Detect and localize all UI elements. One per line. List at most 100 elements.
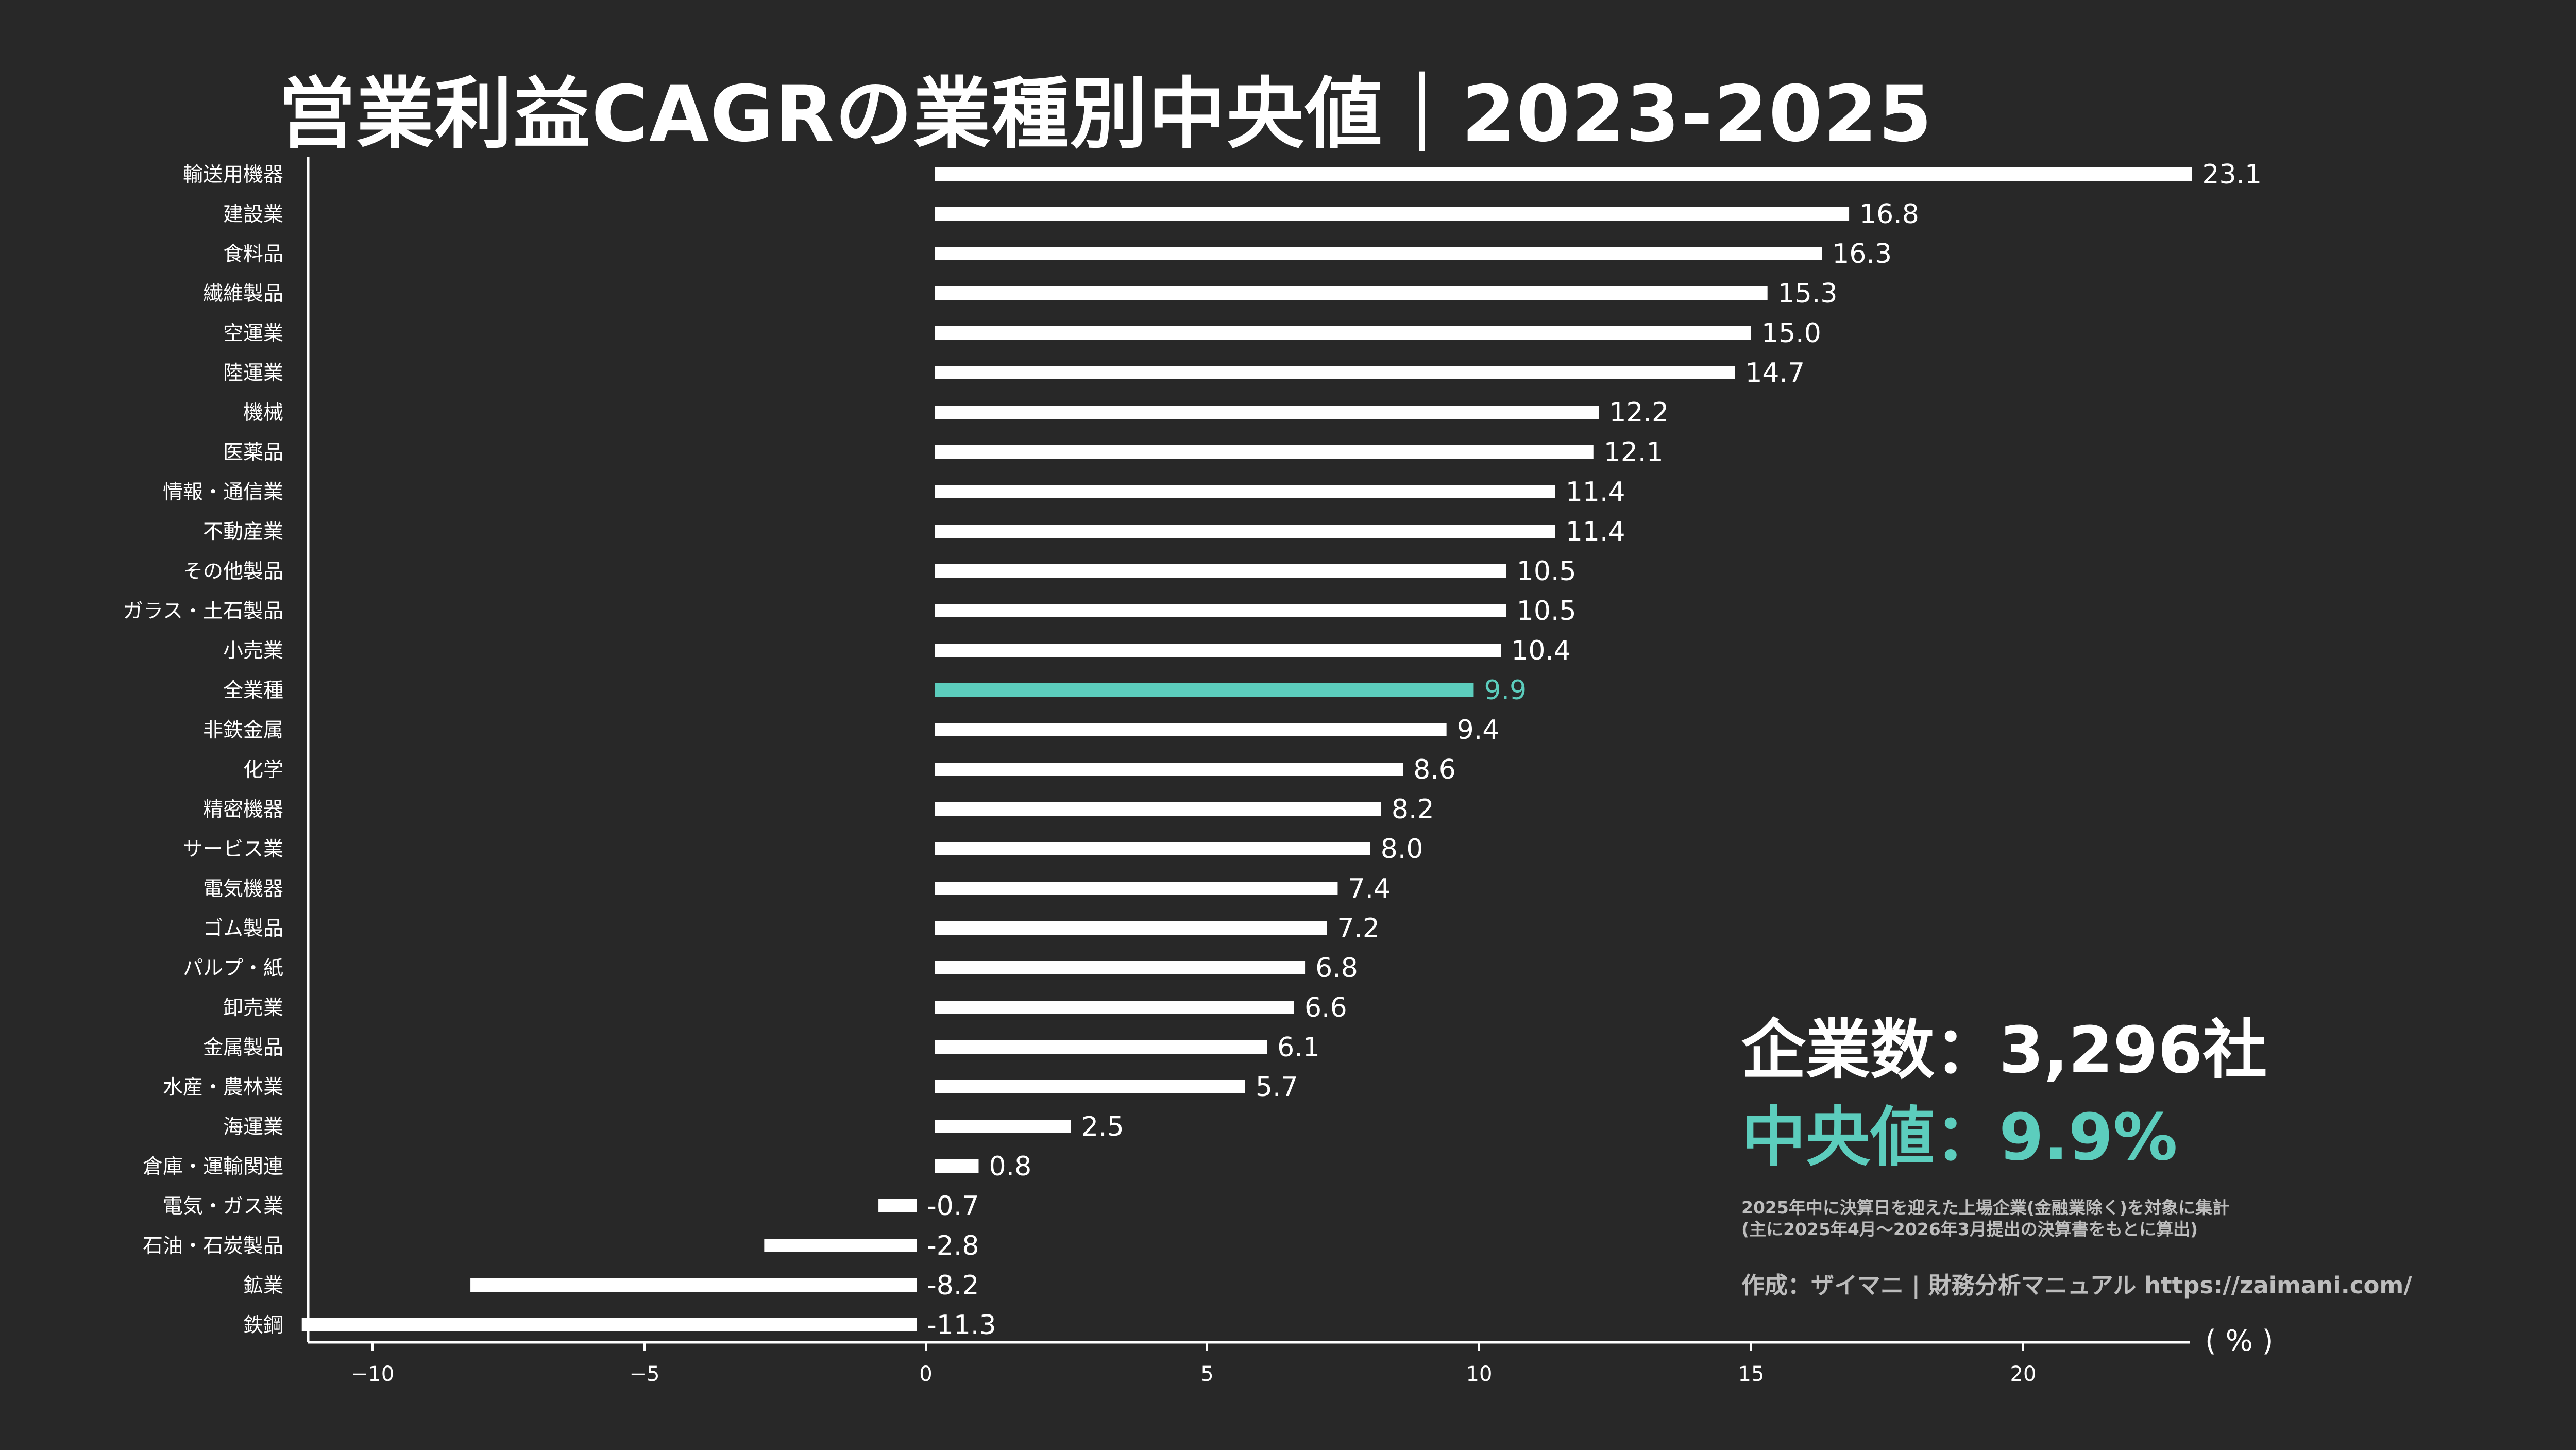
bar-4 <box>935 326 1751 340</box>
bar-20 <box>935 961 1306 974</box>
category-label: ゴム製品 <box>203 917 283 940</box>
bar-8 <box>935 485 1555 498</box>
bar-1 <box>935 207 1850 221</box>
value-label: -11.3 <box>927 1310 996 1341</box>
category-label: その他製品 <box>183 560 283 583</box>
value-label: 6.8 <box>1315 953 1358 984</box>
bar-15 <box>935 763 1403 776</box>
company-count: 企業数：3,296社 <box>1741 1013 2267 1088</box>
value-label: 6.6 <box>1304 992 1347 1023</box>
category-label: 電気機器 <box>203 878 283 901</box>
value-label: 12.2 <box>1609 397 1669 428</box>
value-label: 16.3 <box>1832 239 1892 269</box>
bar-26 <box>878 1199 917 1212</box>
category-label: 陸運業 <box>223 362 283 385</box>
category-label: 石油・石炭製品 <box>143 1235 283 1258</box>
bar-18 <box>935 882 1338 895</box>
category-label: パルプ・紙 <box>183 957 283 980</box>
category-label: 海運業 <box>223 1116 283 1139</box>
value-label: 15.3 <box>1778 278 1838 309</box>
value-label: 11.4 <box>1566 477 1625 508</box>
category-label: 建設業 <box>223 203 283 226</box>
x-tick-label: 20 <box>2010 1362 2037 1386</box>
category-label: サービス業 <box>183 838 283 861</box>
bar-17 <box>935 842 1370 855</box>
value-label: -8.2 <box>927 1270 979 1301</box>
category-label: 食料品 <box>223 243 283 266</box>
x-tick-label: 5 <box>1200 1362 1213 1386</box>
value-label: -2.8 <box>927 1230 979 1261</box>
value-label: 23.1 <box>2202 159 2262 190</box>
value-label: 10.5 <box>1517 556 1577 587</box>
bar-12 <box>935 644 1501 657</box>
value-label: 14.7 <box>1745 358 1805 389</box>
note-line-1: 2025年中に決算日を迎えた上場企業(金融業除く)を対象に集計 <box>1741 1197 2230 1218</box>
category-label: 機械 <box>243 401 283 425</box>
category-label: 化学 <box>243 758 283 782</box>
category-label: 輸送用機器 <box>183 163 283 187</box>
bar-6 <box>935 406 1599 419</box>
bar-25 <box>935 1159 979 1173</box>
x-ticks-layer: −10 −5 0 5 10 15 20 <box>351 1342 2037 1386</box>
bar-13 <box>935 683 1474 697</box>
value-label: 9.9 <box>1484 675 1527 706</box>
bar-9 <box>935 525 1555 538</box>
x-tick-label: −10 <box>351 1362 394 1386</box>
bar-28 <box>470 1278 917 1292</box>
bar-29 <box>301 1318 917 1331</box>
x-tick-label: 0 <box>919 1362 932 1386</box>
category-label: 鉄鋼 <box>243 1314 283 1337</box>
note-block: 2025年中に決算日を迎えた上場企業(金融業除く)を対象に集計 (主に2025年… <box>1741 1197 2412 1241</box>
value-label: 10.4 <box>1511 635 1571 666</box>
bars-layer <box>301 167 2192 1331</box>
category-label: 鉱業 <box>243 1274 283 1297</box>
value-label: 8.2 <box>1392 794 1434 825</box>
value-label: 16.8 <box>1859 199 1919 230</box>
x-unit-label: ( % ) <box>2205 1324 2274 1358</box>
category-label: 精密機器 <box>203 798 283 821</box>
value-label: 8.0 <box>1381 834 1423 865</box>
bar-0 <box>935 167 2192 181</box>
credit-text: 作成：ザイマニ | 財務分析マニュアル https://zaimani.com/ <box>1741 1272 2412 1300</box>
value-label: 11.4 <box>1566 516 1625 547</box>
category-label: 医薬品 <box>223 441 283 464</box>
note-line-2: (主に2025年4月〜2026年3月提出の決算書をもとに算出) <box>1741 1219 2198 1240</box>
bar-16 <box>935 802 1381 816</box>
chart-title: 営業利益CAGRの業種別中央値｜2023-2025 <box>278 70 1934 159</box>
value-label: 10.5 <box>1517 596 1577 627</box>
value-label: 12.1 <box>1604 437 1664 468</box>
bar-21 <box>935 1001 1294 1014</box>
category-label: 電気・ガス業 <box>163 1195 283 1218</box>
category-label: 小売業 <box>223 639 283 663</box>
value-label: -0.7 <box>927 1191 979 1222</box>
category-label: 金属製品 <box>203 1036 283 1059</box>
value-label: 7.2 <box>1337 913 1380 944</box>
value-label: 0.8 <box>989 1151 1031 1182</box>
bar-2 <box>935 247 1822 260</box>
bar-24 <box>935 1120 1071 1133</box>
bar-7 <box>935 445 1594 459</box>
x-tick-label: 15 <box>1738 1362 1765 1386</box>
value-label: 5.7 <box>1256 1072 1298 1103</box>
bar-22 <box>935 1040 1267 1054</box>
category-label: 非鉄金属 <box>203 719 283 742</box>
value-label: 6.1 <box>1277 1032 1320 1063</box>
bar-5 <box>935 366 1735 379</box>
x-tick-label: −5 <box>630 1362 660 1386</box>
category-label: 空運業 <box>223 322 283 345</box>
category-label: 情報・通信業 <box>163 481 283 504</box>
category-label: 水産・農林業 <box>163 1076 283 1099</box>
bar-10 <box>935 564 1506 578</box>
category-labels-layer: 輸送用機器建設業食料品繊維製品空運業陸運業機械医薬品情報・通信業不動産業その他製… <box>123 163 283 1337</box>
value-label: 15.0 <box>1761 318 1821 349</box>
value-label: 9.4 <box>1457 715 1500 746</box>
category-label: 繊維製品 <box>203 282 283 306</box>
category-label: 不動産業 <box>203 520 283 544</box>
stats-panel: 企業数：3,296社 中央値：9.9% 2025年中に決算日を迎えた上場企業(金… <box>1741 1007 2412 1300</box>
value-label: 7.4 <box>1348 873 1391 904</box>
bar-27 <box>764 1239 917 1252</box>
bar-11 <box>935 604 1506 617</box>
bar-14 <box>935 723 1447 736</box>
bar-3 <box>935 286 1768 300</box>
